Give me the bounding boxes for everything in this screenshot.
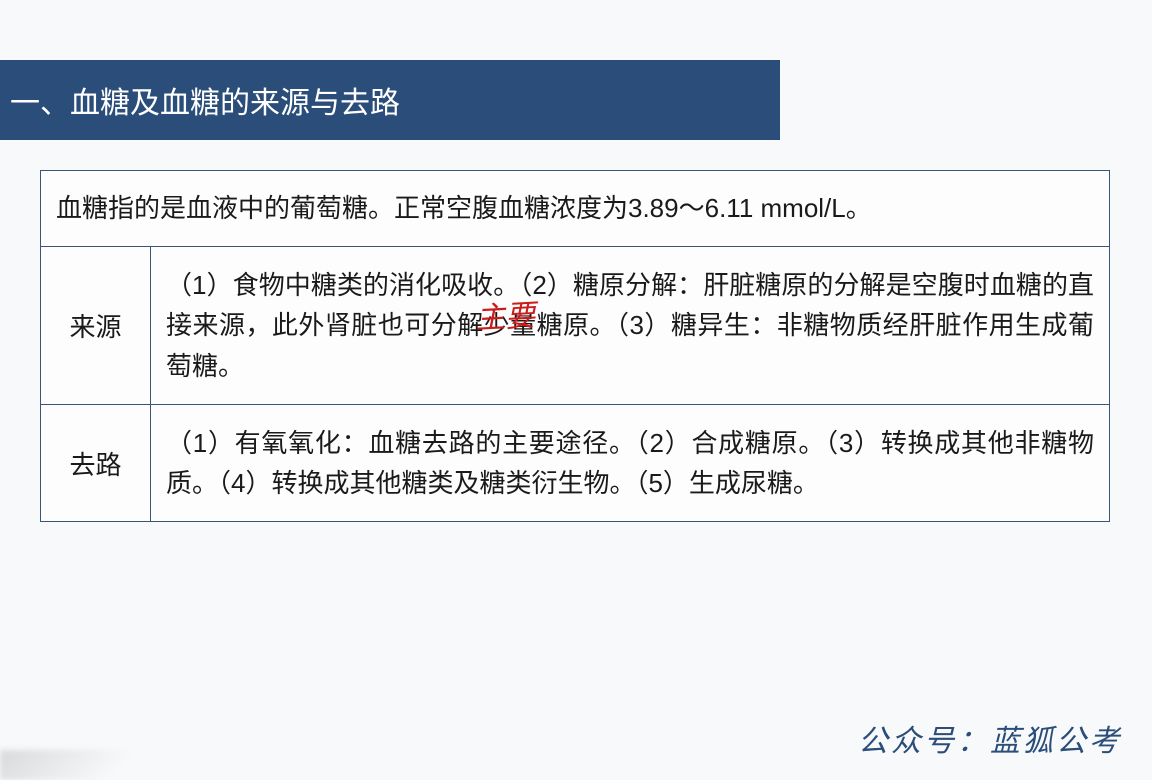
intro-cell: 血糖指的是血液中的葡萄糖。正常空腹血糖浓度为3.89～6.11 mmol/L。 — [41, 171, 1110, 247]
dest-label: 去路 — [41, 404, 151, 522]
dest-content: （1）有氧氧化：血糖去路的主要途径。（2）合成糖原。（3）转换成其他非糖物质。（… — [151, 404, 1110, 522]
source-label: 来源 — [41, 247, 151, 405]
intro-row: 血糖指的是血液中的葡萄糖。正常空腹血糖浓度为3.89～6.11 mmol/L。 — [41, 171, 1110, 247]
page-curl-shadow — [0, 750, 200, 780]
source-content: （1）食物中糖类的消化吸收。（2）糖原分解：肝脏糖原的分解是空腹时血糖的直接来源… — [151, 247, 1110, 405]
content-table: 血糖指的是血液中的葡萄糖。正常空腹血糖浓度为3.89～6.11 mmol/L。 … — [40, 170, 1110, 522]
watermark-text: 公众号：蓝狐公考 — [858, 716, 1122, 760]
dest-row: 去路 （1）有氧氧化：血糖去路的主要途径。（2）合成糖原。（3）转换成其他非糖物… — [41, 404, 1110, 522]
section-title: 一、血糖及血糖的来源与去路 — [10, 87, 400, 120]
section-header: 一、血糖及血糖的来源与去路 — [0, 60, 780, 140]
handwritten-annotation: 主要 — [474, 290, 536, 337]
source-row: 来源 （1）食物中糖类的消化吸收。（2）糖原分解：肝脏糖原的分解是空腹时血糖的直… — [41, 247, 1110, 405]
